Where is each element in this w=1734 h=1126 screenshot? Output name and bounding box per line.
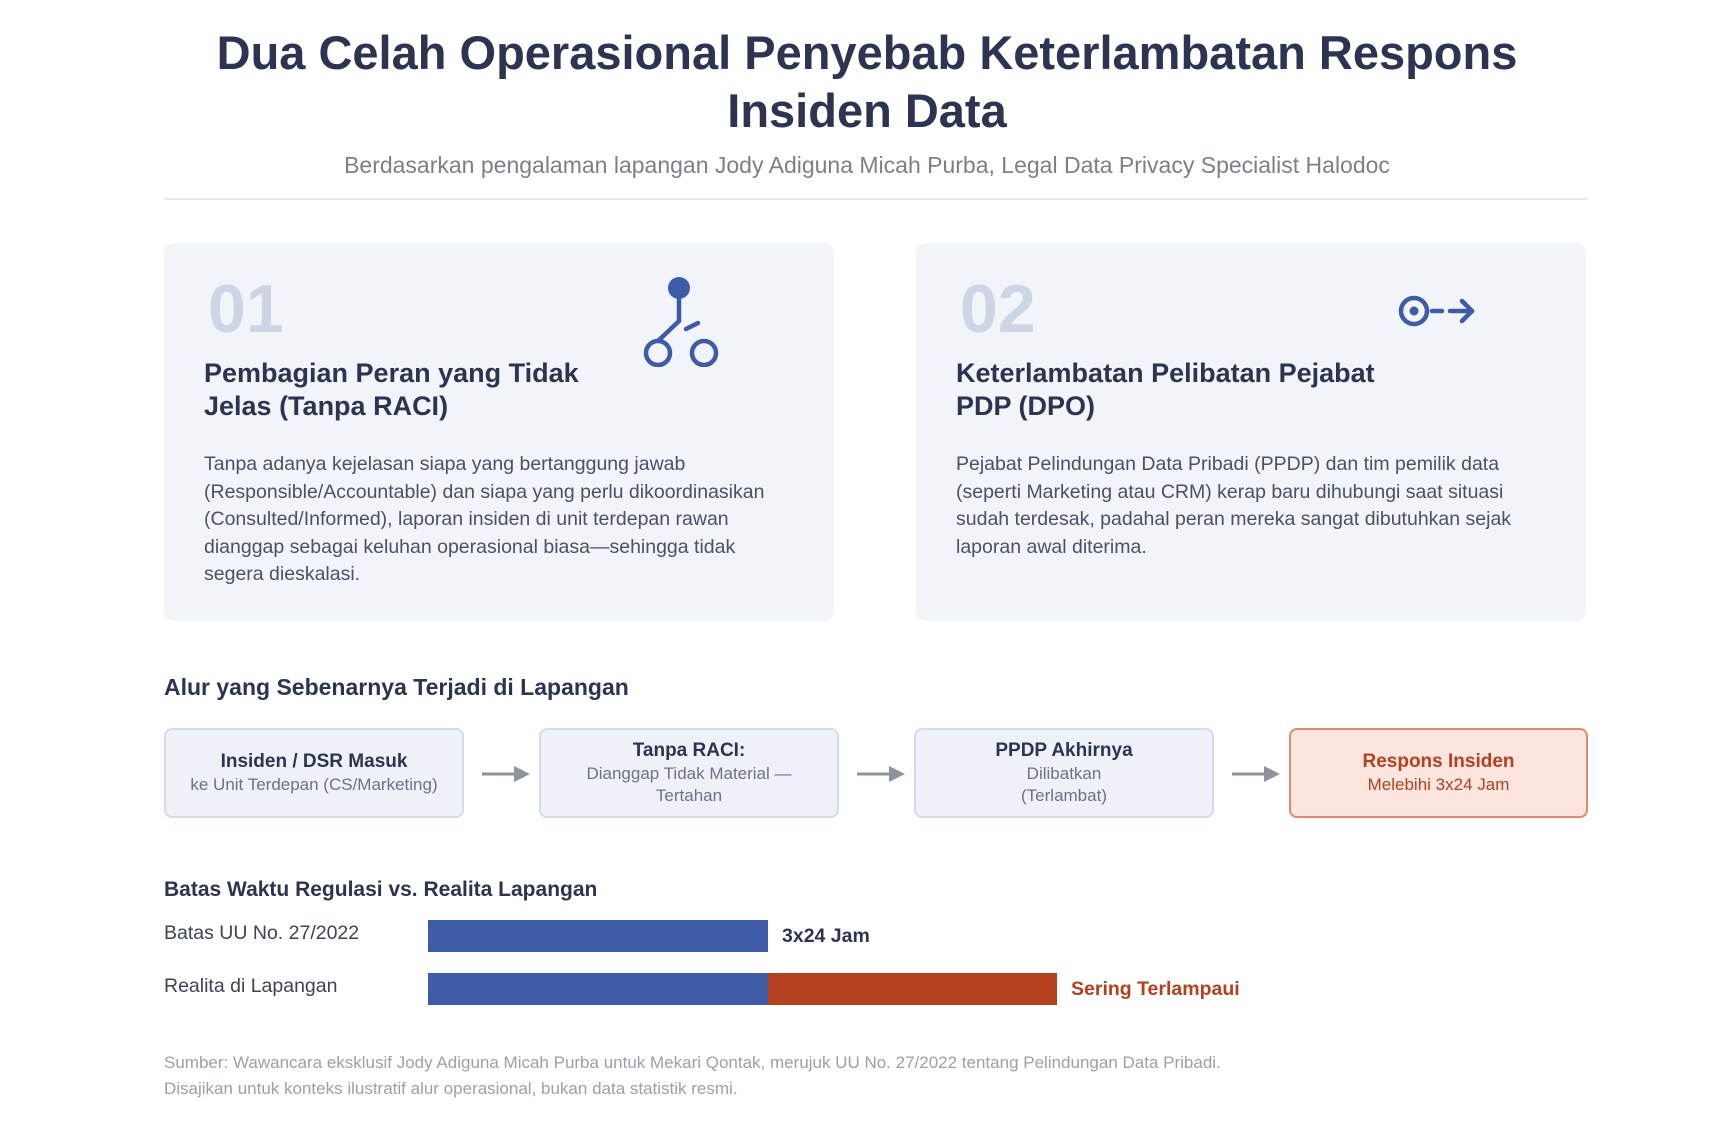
delayed-arrow-icon (1398, 295, 1475, 327)
bar-label-regulation: Batas UU No. 27/2022 (164, 922, 360, 944)
card-unclear-roles: 01 Pembagian Peran yang Tidak Jelas (Tan… (164, 243, 834, 621)
flow-step-detail: Dianggap Tidak Material — Tertahan (586, 764, 792, 805)
source-line: Sumber: Wawancara eksklusif Jody Adiguna… (164, 1053, 1221, 1072)
card-dpo-delay: 02 Keterlambatan Pelibatan Pejabat PDP (… (916, 243, 1586, 621)
bar-reality-base (428, 973, 768, 1005)
page-subtitle: Berdasarkan pengalaman lapangan Jody Adi… (344, 152, 1390, 178)
card-number: 01 (208, 271, 284, 347)
flow-step-no-raci: Tanpa RACI: Dianggap Tidak Material — Te… (539, 728, 839, 818)
card-number: 02 (960, 271, 1036, 347)
flow-title: Alur yang Sebenarnya Terjadi di Lapangan (164, 674, 629, 700)
flow-step-detail: Dilibatkan (Terlambat) (1021, 764, 1107, 805)
branch-icon (643, 277, 719, 367)
card-title: Keterlambatan Pelibatan Pejabat PDP (DPO… (956, 358, 1375, 421)
source-note: Sumber: Wawancara eksklusif Jody Adiguna… (164, 1050, 1584, 1102)
bar-label-reality: Realita di Lapangan (164, 975, 338, 997)
flow-step-detail: ke Unit Terdepan (CS/Marketing) (190, 775, 438, 794)
flow-step-response-late: Respons Insiden Melebihi 3x24 Jam (1289, 728, 1588, 818)
arrow-right-icon (1232, 766, 1280, 782)
bar-regulation-limit (428, 920, 768, 952)
flow-step-heading: Tanpa RACI: (632, 740, 746, 761)
comparison-title: Batas Waktu Regulasi vs. Realita Lapanga… (164, 878, 598, 901)
card-body: Tanpa adanya kejelasan siapa yang bertan… (204, 453, 765, 585)
page-title: Dua Celah Operasional Penyebab Keterlamb… (216, 26, 1518, 137)
flow-step-incident-received: Insiden / DSR Masuk ke Unit Terdepan (CS… (164, 728, 464, 818)
flow-step-detail: Melebihi 3x24 Jam (1367, 775, 1510, 794)
source-line: Disajikan untuk konteks ilustratif alur … (164, 1079, 738, 1098)
card-body: Pejabat Pelindungan Data Pribadi (PPDP) … (956, 453, 1512, 558)
arrow-right-icon (857, 766, 905, 782)
flow-step-heading: Insiden / DSR Masuk (220, 751, 408, 772)
header-divider (164, 198, 1588, 200)
bar-note-reality: Sering Terlampaui (1071, 978, 1240, 1000)
arrow-right-icon (482, 766, 530, 782)
bar-note-regulation: 3x24 Jam (782, 925, 870, 947)
flow-step-heading: PPDP Akhirnya (995, 740, 1133, 761)
flow-step-heading: Respons Insiden (1362, 751, 1515, 772)
card-title: Pembagian Peran yang Tidak Jelas (Tanpa … (204, 358, 579, 421)
flow-step-ppdp-involved: PPDP Akhirnya Dilibatkan (Terlambat) (914, 728, 1214, 818)
bar-reality-excess (768, 973, 1057, 1005)
